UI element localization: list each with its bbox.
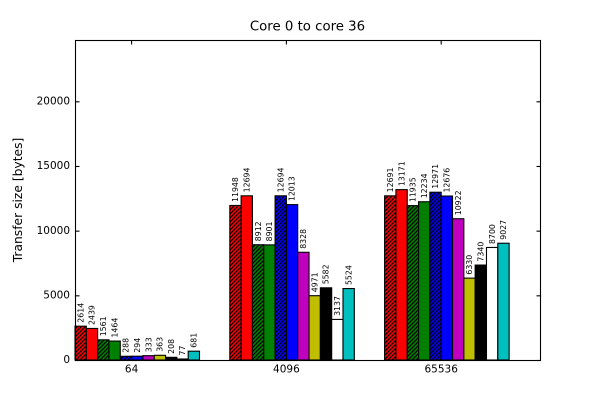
y-tick-label: 15000 (37, 160, 70, 172)
bar-value-label: 6330 (465, 255, 474, 275)
x-tick-label: 4096 (273, 364, 300, 376)
bar-cyan-solid-4096 (342, 287, 355, 361)
bar-green-solid-4096 (263, 244, 276, 361)
bar-value-label: 288 (122, 338, 131, 353)
bar-yellow-solid-65536 (463, 277, 476, 361)
bar-white-solid-65536 (485, 246, 499, 361)
bar-green-hatched-65536 (406, 205, 420, 361)
bar-value-label: 12694 (276, 167, 285, 192)
bar-value-label: 363 (156, 337, 165, 352)
bar-magenta-solid-4096 (297, 251, 310, 361)
bar-cyan-solid-64 (187, 350, 201, 361)
bar-value-label: 12694 (242, 167, 251, 192)
bar-value-label: 2439 (88, 305, 97, 325)
bar-value-label: 294 (133, 338, 142, 353)
bar-red-hatched-65536 (384, 195, 397, 361)
bar-white-solid-4096 (331, 318, 344, 361)
bar-blue-solid-64 (131, 355, 144, 361)
bar-value-label: 5582 (322, 264, 331, 284)
bar-value-label: 5524 (344, 265, 353, 285)
x-tick-label: 65536 (424, 364, 458, 376)
y-tick-label: 5000 (43, 290, 70, 302)
axes-layer (74, 39, 542, 362)
bar-value-label: 12013 (288, 176, 297, 201)
bar-green-solid-64 (108, 340, 121, 361)
bar-value-label: 8700 (488, 224, 497, 244)
bar-magenta-solid-64 (142, 355, 155, 361)
bar-blue-solid-4096 (285, 204, 299, 361)
bar-value-label: 8912 (254, 221, 263, 241)
bar-value-label: 2614 (76, 303, 85, 323)
bar-value-label: 12691 (386, 168, 395, 193)
y-tick-label: 0 (63, 354, 70, 366)
bar-black-solid-4096 (319, 287, 333, 361)
bar-black-solid-64 (165, 356, 178, 361)
bar-cyan-solid-65536 (497, 242, 510, 361)
bar-value-label: 4971 (310, 272, 319, 292)
bar-value-label: 12971 (431, 164, 440, 189)
y-axis-label: Transfer size [bytes] (11, 138, 25, 264)
bar-green-solid-65536 (418, 201, 431, 361)
bar-blue-hatched-64 (119, 355, 133, 361)
bar-value-label: 208 (167, 339, 176, 354)
bar-white-solid-64 (176, 358, 189, 361)
bar-blue-hatched-4096 (274, 195, 287, 361)
bar-red-solid-4096 (240, 195, 253, 361)
bar-red-hatched-4096 (229, 204, 242, 361)
y-tick-label: 10000 (37, 225, 70, 237)
x-tick-label: 64 (125, 364, 139, 376)
bar-value-label: 77 (178, 346, 187, 356)
bar-red-solid-64 (85, 327, 99, 361)
bar-black-solid-65536 (474, 264, 488, 361)
bar-value-label: 3137 (333, 296, 342, 316)
bar-value-label: 681 (190, 333, 199, 348)
bar-value-label: 13171 (397, 161, 406, 186)
bar-value-label: 8901 (265, 221, 274, 241)
chart-title: Core 0 to core 36 (250, 20, 365, 35)
y-tick-label: 20000 (37, 96, 70, 108)
bar-magenta-solid-65536 (451, 218, 465, 361)
bar-blue-solid-65536 (440, 195, 454, 361)
bar-value-label: 333 (144, 337, 153, 352)
bar-value-label: 9027 (499, 220, 508, 240)
bar-yellow-solid-64 (153, 354, 167, 361)
bar-value-label: 1561 (99, 316, 108, 336)
bar-green-hatched-4096 (251, 244, 265, 361)
bar-value-label: 8328 (299, 229, 308, 249)
bar-value-label: 11935 (409, 177, 418, 202)
bar-value-label: 7340 (477, 242, 486, 262)
bar-value-label: 12234 (420, 173, 429, 198)
bar-blue-hatched-65536 (429, 191, 442, 361)
bar-red-solid-65536 (395, 189, 408, 361)
bar-value-label: 11948 (231, 177, 240, 202)
plot-frame (74, 39, 542, 362)
bar-yellow-solid-4096 (308, 295, 321, 361)
bar-value-label: 12676 (443, 168, 452, 193)
bar-value-label: 1464 (110, 318, 119, 338)
bar-green-hatched-64 (97, 339, 110, 361)
bar-value-label: 10922 (454, 190, 463, 215)
bar-red-hatched-64 (74, 325, 87, 361)
